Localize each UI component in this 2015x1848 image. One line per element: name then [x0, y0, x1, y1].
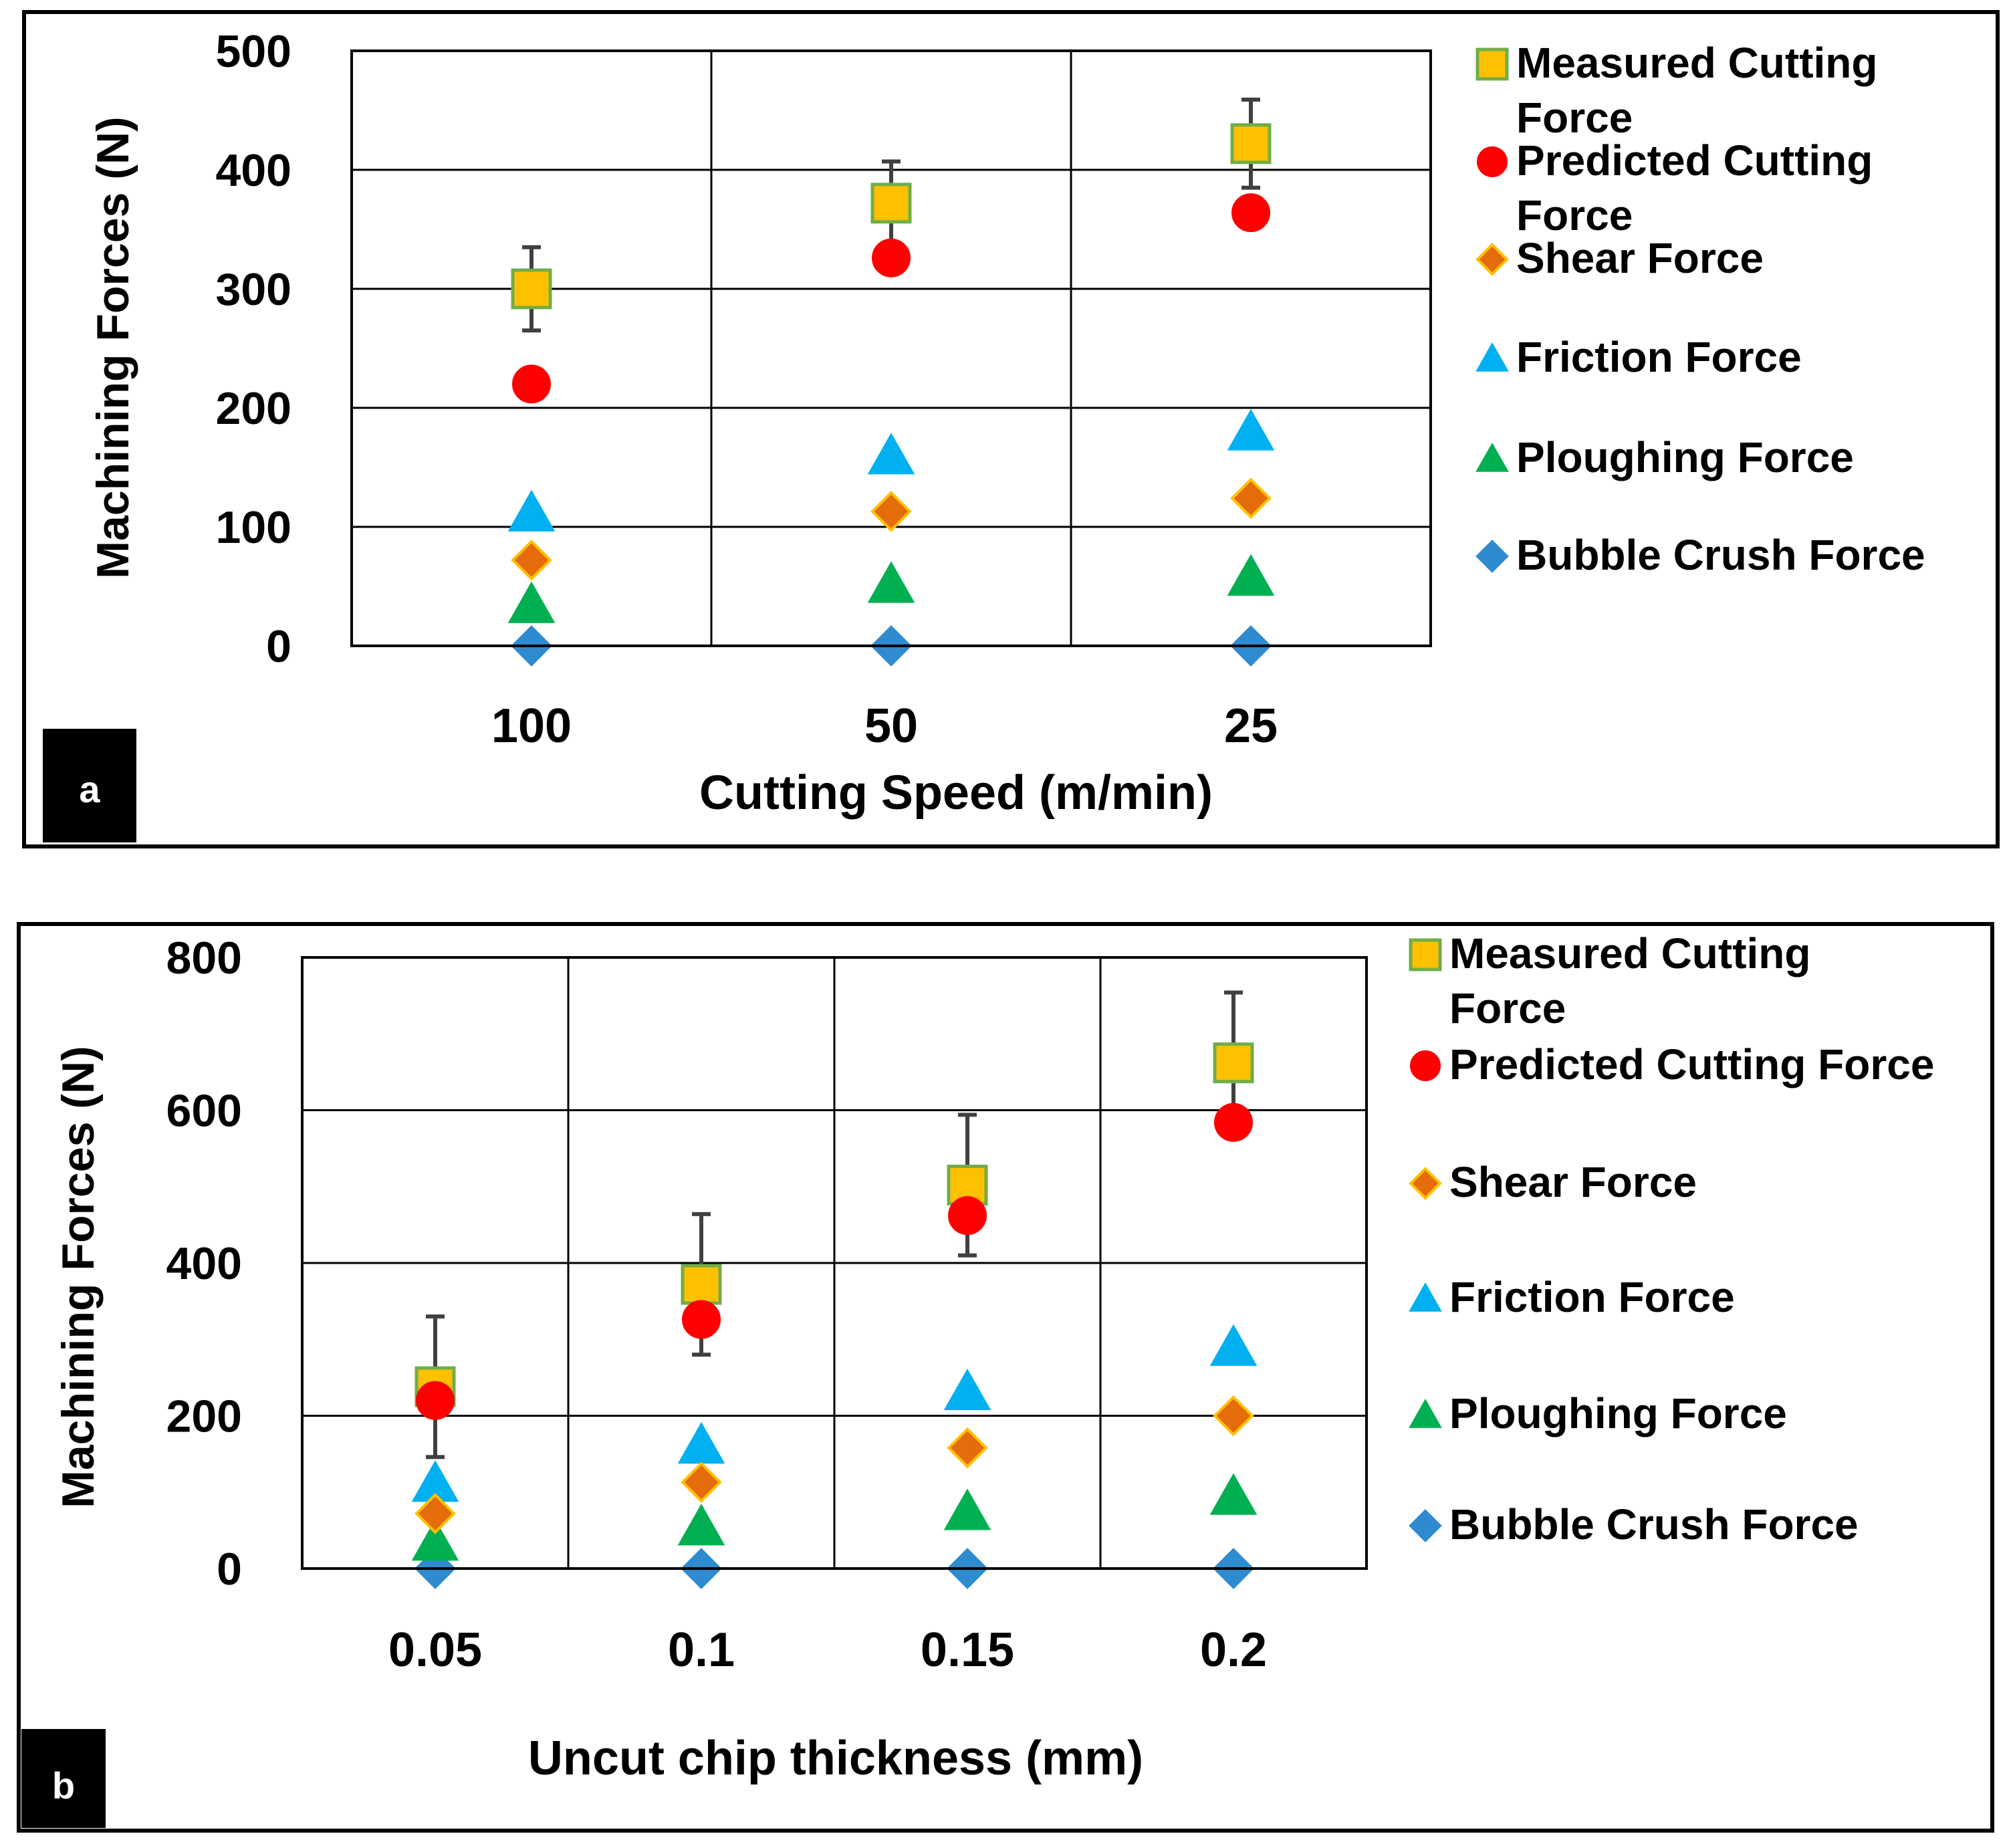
- legend-ploughing-force-label: Ploughing Force: [1516, 433, 1854, 481]
- panel-b-xlabel: Uncut chip thickness (mm): [528, 1732, 1143, 1785]
- panel-b-legend: Measured Cutting Force Predicted Cutting F…: [1409, 929, 1934, 1548]
- panel-a-ytick-label: 200: [216, 383, 291, 434]
- legend-bubble-crush-force-label: Bubble Crush Force: [1516, 531, 1925, 579]
- panel-b-xtick-label: 0.05: [388, 1623, 482, 1677]
- legend-friction-force-label: Friction Force: [1449, 1273, 1735, 1321]
- panel-a-point-predicted-cutting-force: [1231, 193, 1270, 233]
- panel-b-point-shear-force: [681, 1462, 722, 1503]
- panel-b-point-predicted-cutting-force: [948, 1196, 987, 1236]
- panel-a-point-measured-cutting-force: [870, 183, 912, 224]
- panel-a-point-shear-force: [511, 540, 552, 581]
- panel-b-point-predicted-cutting-force: [682, 1300, 721, 1339]
- panel-a-frame: [22, 10, 2000, 848]
- legend-measured-cutting-force-label: Measured Cutting: [1516, 39, 1877, 87]
- panel-a-ytick-label: 300: [216, 264, 291, 315]
- legend-measured-cutting-force-marker: [1409, 938, 1442, 971]
- panel-b-point-predicted-cutting-force: [1214, 1103, 1253, 1142]
- legend-measured-cutting-force-label: Force: [1516, 94, 1633, 142]
- legend-predicted-cutting-force-label: Predicted Cutting Force: [1449, 1040, 1934, 1088]
- panel-b-point-predicted-cutting-force: [416, 1381, 455, 1420]
- panel-a-point-shear-force: [1230, 477, 1272, 519]
- panel-b-ytick-label: 200: [166, 1391, 242, 1442]
- legend-ploughing-force-label: Ploughing Force: [1449, 1389, 1787, 1437]
- legend-predicted-cutting-force-label: Force: [1516, 191, 1633, 239]
- panel-b-xtick-label: 0.15: [921, 1623, 1014, 1677]
- legend-predicted-cutting-force-marker: [1410, 1050, 1441, 1081]
- legend-predicted-cutting-force-marker: [1477, 146, 1508, 177]
- legend-bubble-crush-force-label: Bubble Crush Force: [1449, 1500, 1859, 1548]
- panel-a-ytick-label: 500: [216, 26, 291, 77]
- panel-b-point-measured-cutting-force: [681, 1264, 722, 1305]
- panel-a-ytick-label: 400: [216, 145, 291, 196]
- panel-a-label-box: [43, 729, 136, 842]
- legend-bubble-crush-force-marker: [1475, 540, 1509, 573]
- panel-a-ylabel: Machining Forces (N): [88, 116, 138, 578]
- legend-bubble-crush-force-marker: [1409, 1509, 1442, 1542]
- panel-b-point-friction-force: [943, 1368, 991, 1411]
- panel-b-label-box: [21, 1729, 106, 1828]
- panel-b-ytick-label: 800: [166, 933, 242, 984]
- panel-a-point-measured-cutting-force: [511, 268, 552, 310]
- panel-b-point-shear-force: [414, 1492, 456, 1534]
- panel-a-point-ploughing-force: [1227, 554, 1275, 596]
- panel-b-frame: [17, 922, 1994, 1833]
- panel-a-ytick-label: 0: [266, 621, 291, 672]
- panel-a-point-predicted-cutting-force: [512, 364, 551, 404]
- panel-b-ylabel: Machining Forces (N): [53, 1046, 104, 1508]
- panel-a-point-shear-force: [870, 491, 912, 532]
- panel-b-point-ploughing-force: [943, 1488, 991, 1530]
- panel-b-point-ploughing-force: [677, 1504, 725, 1546]
- panel-b-point-measured-cutting-force: [1213, 1042, 1254, 1084]
- panel-b-point-ploughing-force: [1209, 1473, 1258, 1515]
- legend-friction-force-marker: [1475, 342, 1509, 372]
- panel-b-label: b: [52, 1764, 75, 1807]
- panel-a-point-friction-force: [507, 489, 556, 532]
- legend-friction-force-label: Friction Force: [1516, 333, 1802, 381]
- legend-predicted-cutting-force-label: Predicted Cutting: [1516, 136, 1873, 185]
- panel-a-xtick-label: 50: [864, 699, 918, 753]
- panel-a-point-friction-force: [1227, 409, 1275, 451]
- panel-a-point-friction-force: [867, 433, 915, 475]
- legend-shear-force-label: Shear Force: [1516, 234, 1764, 282]
- panel-b-point-friction-force: [677, 1421, 725, 1464]
- panel-a-point-ploughing-force: [867, 561, 915, 603]
- panel-a-xlabel: Cutting Speed (m/min): [699, 766, 1213, 820]
- legend-shear-force-label: Shear Force: [1449, 1158, 1697, 1206]
- panel-b-xtick-label: 0.2: [1200, 1623, 1267, 1677]
- legend-measured-cutting-force-marker: [1475, 47, 1509, 81]
- panel-b-point-shear-force: [1213, 1395, 1254, 1437]
- panel-a-plot: 0 100 200 300 400 500 100 50 25: [216, 26, 1432, 753]
- panel-a-point-measured-cutting-force: [1230, 123, 1272, 164]
- panel-b-point-ploughing-force: [411, 1518, 459, 1561]
- panel-b-ytick-label: 400: [166, 1238, 242, 1289]
- legend-ploughing-force-marker: [1475, 442, 1509, 472]
- legend-shear-force-marker: [1409, 1167, 1442, 1200]
- legend-friction-force-marker: [1409, 1282, 1442, 1312]
- panel-b-point-friction-force: [1209, 1324, 1258, 1366]
- panel-b-ytick-label: 0: [217, 1544, 242, 1595]
- legend-shear-force-marker: [1475, 243, 1509, 276]
- panel-b-plot-border: [301, 956, 1368, 1570]
- panel-b-point-shear-force: [947, 1427, 988, 1469]
- panel-a-plot-border: [350, 49, 1432, 647]
- panel-a-ytick-label: 100: [216, 502, 291, 553]
- legend-measured-cutting-force-label: Measured Cutting: [1449, 929, 1810, 977]
- panel-b-plot: 0 200 400 600 800 0.05 0.1 0.15 0.2: [166, 933, 1368, 1677]
- panel-b-xtick-label: 0.1: [668, 1623, 735, 1677]
- legend-measured-cutting-force-label: Force: [1449, 984, 1566, 1032]
- panel-b-ytick-label: 600: [166, 1086, 242, 1137]
- panel-a-point-ploughing-force: [507, 581, 556, 623]
- legend-ploughing-force-marker: [1409, 1398, 1442, 1428]
- panel-a-point-predicted-cutting-force: [872, 238, 911, 277]
- panel-a-label: a: [79, 768, 100, 810]
- panel-a-xtick-label: 25: [1224, 699, 1278, 753]
- panel-a-xtick-label: 100: [491, 699, 572, 753]
